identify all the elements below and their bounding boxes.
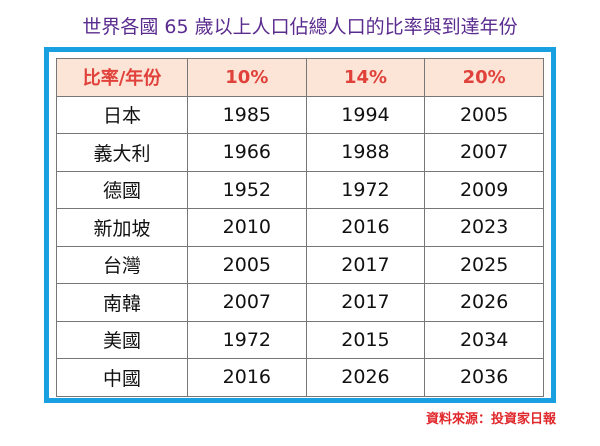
table-cell: 2005: [187, 245, 307, 284]
table-cell: 2010: [187, 208, 307, 247]
table-row: 中國 2016 2026 2036: [56, 358, 544, 397]
table-cell: 2016: [187, 358, 307, 397]
table-cell: 1966: [187, 133, 307, 172]
header-cell: 比率/年份: [56, 58, 188, 97]
table-cell: 1952: [187, 170, 307, 209]
table-cell: 2017: [305, 283, 426, 322]
table-cell: 2026: [424, 283, 544, 322]
table-cell: 2034: [424, 320, 544, 359]
source: 資料來源：投資家日報: [425, 412, 556, 427]
table-cell: 2015: [305, 320, 426, 359]
title: 世界各國 65 歲以上人口佔總人口的比率與到達年份: [82, 16, 518, 38]
table-body: 比率/年份 10% 14% 20% 日本 1985 1994 2005 義大利 1966 1988 2…: [56, 58, 544, 397]
table-cell: 2017: [305, 245, 426, 284]
table-cell: 2025: [424, 245, 544, 284]
table-cell: 2016: [305, 208, 426, 247]
table-row: 美國 1972 2015 2034: [56, 320, 544, 359]
table-cell: 2009: [424, 170, 544, 209]
table-cell: 中國: [56, 358, 188, 397]
header-cell: 14%: [305, 58, 426, 97]
table-cell: 2023: [424, 208, 544, 247]
table-cell: 1972: [187, 320, 307, 359]
table-cell: 1988: [305, 133, 426, 172]
header-cell: 20%: [424, 58, 544, 97]
table-cell: 2005: [424, 95, 544, 134]
header-cell: 10%: [187, 58, 307, 97]
table-cell: 美國: [56, 320, 188, 359]
table-cell: 新加坡: [56, 208, 188, 247]
table-row: 新加坡 2010 2016 2023: [56, 208, 544, 247]
table-cell: 日本: [56, 95, 188, 134]
table-row: 南韓 2007 2017 2026: [56, 283, 544, 322]
table-cell: 2007: [424, 133, 544, 172]
table-cell: 南韓: [56, 283, 188, 322]
table-row: 德國 1952 1972 2009: [56, 170, 544, 209]
table-cell: 1972: [305, 170, 426, 209]
table-cell: 2007: [187, 283, 307, 322]
table-row: 義大利 1966 1988 2007: [56, 133, 544, 172]
table-cell: 1994: [305, 95, 426, 134]
table: 比率/年份 10% 14% 20% 日本 1985 1994 2005 義大利 1966 1988 2…: [56, 58, 544, 397]
table-cell: 1985: [187, 95, 307, 134]
table-cell: 台灣: [56, 245, 188, 284]
header-row: 比率/年份 10% 14% 20%: [56, 58, 544, 97]
table-cell: 德國: [56, 170, 188, 209]
table-frame: 比率/年份 10% 14% 20% 日本 1985 1994 2005 義大利 1966 1988 2…: [44, 47, 556, 403]
table-row: 日本 1985 1994 2005: [56, 95, 544, 134]
table-cell: 義大利: [56, 133, 188, 172]
table-cell: 2026: [305, 358, 426, 397]
table-row: 台灣 2005 2017 2025: [56, 245, 544, 284]
table-cell: 2036: [424, 358, 544, 397]
